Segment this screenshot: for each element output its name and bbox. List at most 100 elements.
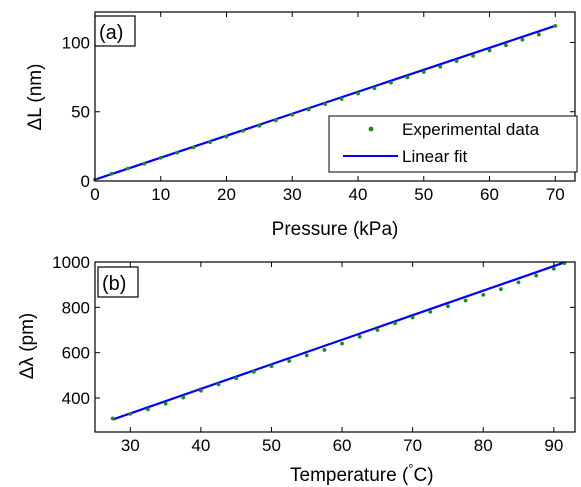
y-tick-label: 800 xyxy=(62,298,90,317)
data-point xyxy=(471,54,475,58)
y-tick-label: 1000 xyxy=(52,253,90,272)
data-point xyxy=(372,86,377,91)
legend-entry-experimental: Experimental data xyxy=(402,120,540,139)
data-point xyxy=(536,32,541,37)
data-point xyxy=(251,370,256,374)
data-point xyxy=(340,341,344,346)
y-tick-label: 100 xyxy=(62,33,90,52)
data-point xyxy=(181,395,186,400)
panel-b-ylabel: Δλ (pm) xyxy=(17,313,38,380)
data-point xyxy=(421,70,426,74)
y-tick-label: 400 xyxy=(62,389,90,408)
data-point xyxy=(109,171,114,176)
data-point xyxy=(323,102,328,107)
panel-a-label: (a) xyxy=(99,22,123,44)
data-point xyxy=(498,287,503,292)
panel-b-label-box: (b) xyxy=(97,266,139,298)
panel-b-series xyxy=(110,261,567,421)
y-tick-label: 600 xyxy=(62,344,90,363)
x-tick-label: 30 xyxy=(283,185,302,204)
y-tick-label: 0 xyxy=(81,172,90,191)
data-point xyxy=(273,118,278,123)
panel-a-axes-frame xyxy=(94,11,576,182)
data-point xyxy=(534,273,539,278)
data-point xyxy=(287,359,292,363)
data-point xyxy=(290,112,295,117)
panel-b-xlabel: Temperature (°C) xyxy=(290,461,434,486)
data-point xyxy=(520,37,525,42)
data-point xyxy=(454,59,459,64)
legend-entry-fit: Linear fit xyxy=(402,147,467,166)
panel-a-series xyxy=(93,23,558,182)
data-point xyxy=(257,123,262,128)
data-point xyxy=(356,91,360,96)
data-point xyxy=(163,401,168,406)
data-point xyxy=(446,304,450,309)
data-point xyxy=(158,155,163,160)
x-tick-label: 0 xyxy=(90,185,99,204)
legend-frame xyxy=(328,115,578,173)
data-point xyxy=(216,382,221,387)
x-tick-label: 90 xyxy=(544,436,563,455)
data-point xyxy=(306,107,311,112)
data-point xyxy=(339,97,344,101)
panel-b-xlabel-text: Temperature ( xyxy=(290,465,409,486)
panel-a: 0 10 20 30 40 50 60 70 0 50 100 (a) Pressure (kPa)… xyxy=(25,11,578,240)
legend-marker-swatch xyxy=(368,126,374,132)
x-tick-label: 70 xyxy=(546,185,565,204)
data-point xyxy=(516,280,521,285)
panel-b-label-frame xyxy=(97,266,139,298)
x-tick-label: 60 xyxy=(480,185,499,204)
panel-a-label-frame xyxy=(94,15,136,47)
data-point xyxy=(208,140,212,145)
data-point xyxy=(175,150,180,155)
x-tick-label: 20 xyxy=(217,185,236,204)
data-point xyxy=(504,43,508,48)
x-tick-label: 40 xyxy=(191,436,210,455)
data-point xyxy=(393,321,397,326)
data-point xyxy=(241,128,245,133)
data-point xyxy=(125,166,130,171)
x-tick-label: 70 xyxy=(403,436,422,455)
data-point xyxy=(224,134,229,139)
panel-a-label-box: (a) xyxy=(94,15,136,47)
data-point xyxy=(304,353,309,358)
x-tick-label: 10 xyxy=(151,185,170,204)
data-point xyxy=(487,48,492,53)
panel-a-ylabel: ΔL (nm) xyxy=(25,64,46,131)
x-tick-label: 60 xyxy=(333,436,352,455)
data-point xyxy=(428,309,433,314)
x-tick-label: 80 xyxy=(474,436,493,455)
data-point xyxy=(463,298,468,303)
data-point xyxy=(191,145,196,150)
fit-line xyxy=(112,261,565,421)
panel-b-axes-frame xyxy=(94,261,576,433)
panel-b-xlabel-degree: ° xyxy=(408,461,413,476)
data-point xyxy=(388,80,393,85)
data-point xyxy=(481,292,486,297)
panel-a-ticks: 0 10 20 30 40 50 60 70 0 50 100 xyxy=(62,12,575,204)
data-point xyxy=(551,266,556,271)
legend: Experimental data Linear fit xyxy=(328,115,578,173)
panel-b-label: (b) xyxy=(102,273,126,295)
panel-b-ticks: 30 40 50 60 70 80 90 400 600 800 1000 xyxy=(52,253,575,455)
y-tick-label: 50 xyxy=(71,103,90,122)
data-point xyxy=(438,64,443,69)
data-point xyxy=(198,388,203,393)
data-point xyxy=(142,161,147,166)
data-point xyxy=(128,411,133,416)
data-point xyxy=(146,407,150,412)
x-tick-label: 50 xyxy=(414,185,433,204)
x-tick-label: 50 xyxy=(262,436,281,455)
x-tick-label: 40 xyxy=(349,185,368,204)
x-tick-label: 30 xyxy=(121,436,140,455)
panel-b-xlabel-unit: C) xyxy=(413,465,433,486)
data-point xyxy=(269,364,274,369)
data-point xyxy=(322,348,327,352)
panel-b: 30 40 50 60 70 80 90 400 600 800 1000 (b) Temperat… xyxy=(17,253,576,486)
panel-a-xlabel: Pressure (kPa) xyxy=(272,219,399,240)
data-point xyxy=(405,75,410,80)
data-point xyxy=(410,315,415,320)
